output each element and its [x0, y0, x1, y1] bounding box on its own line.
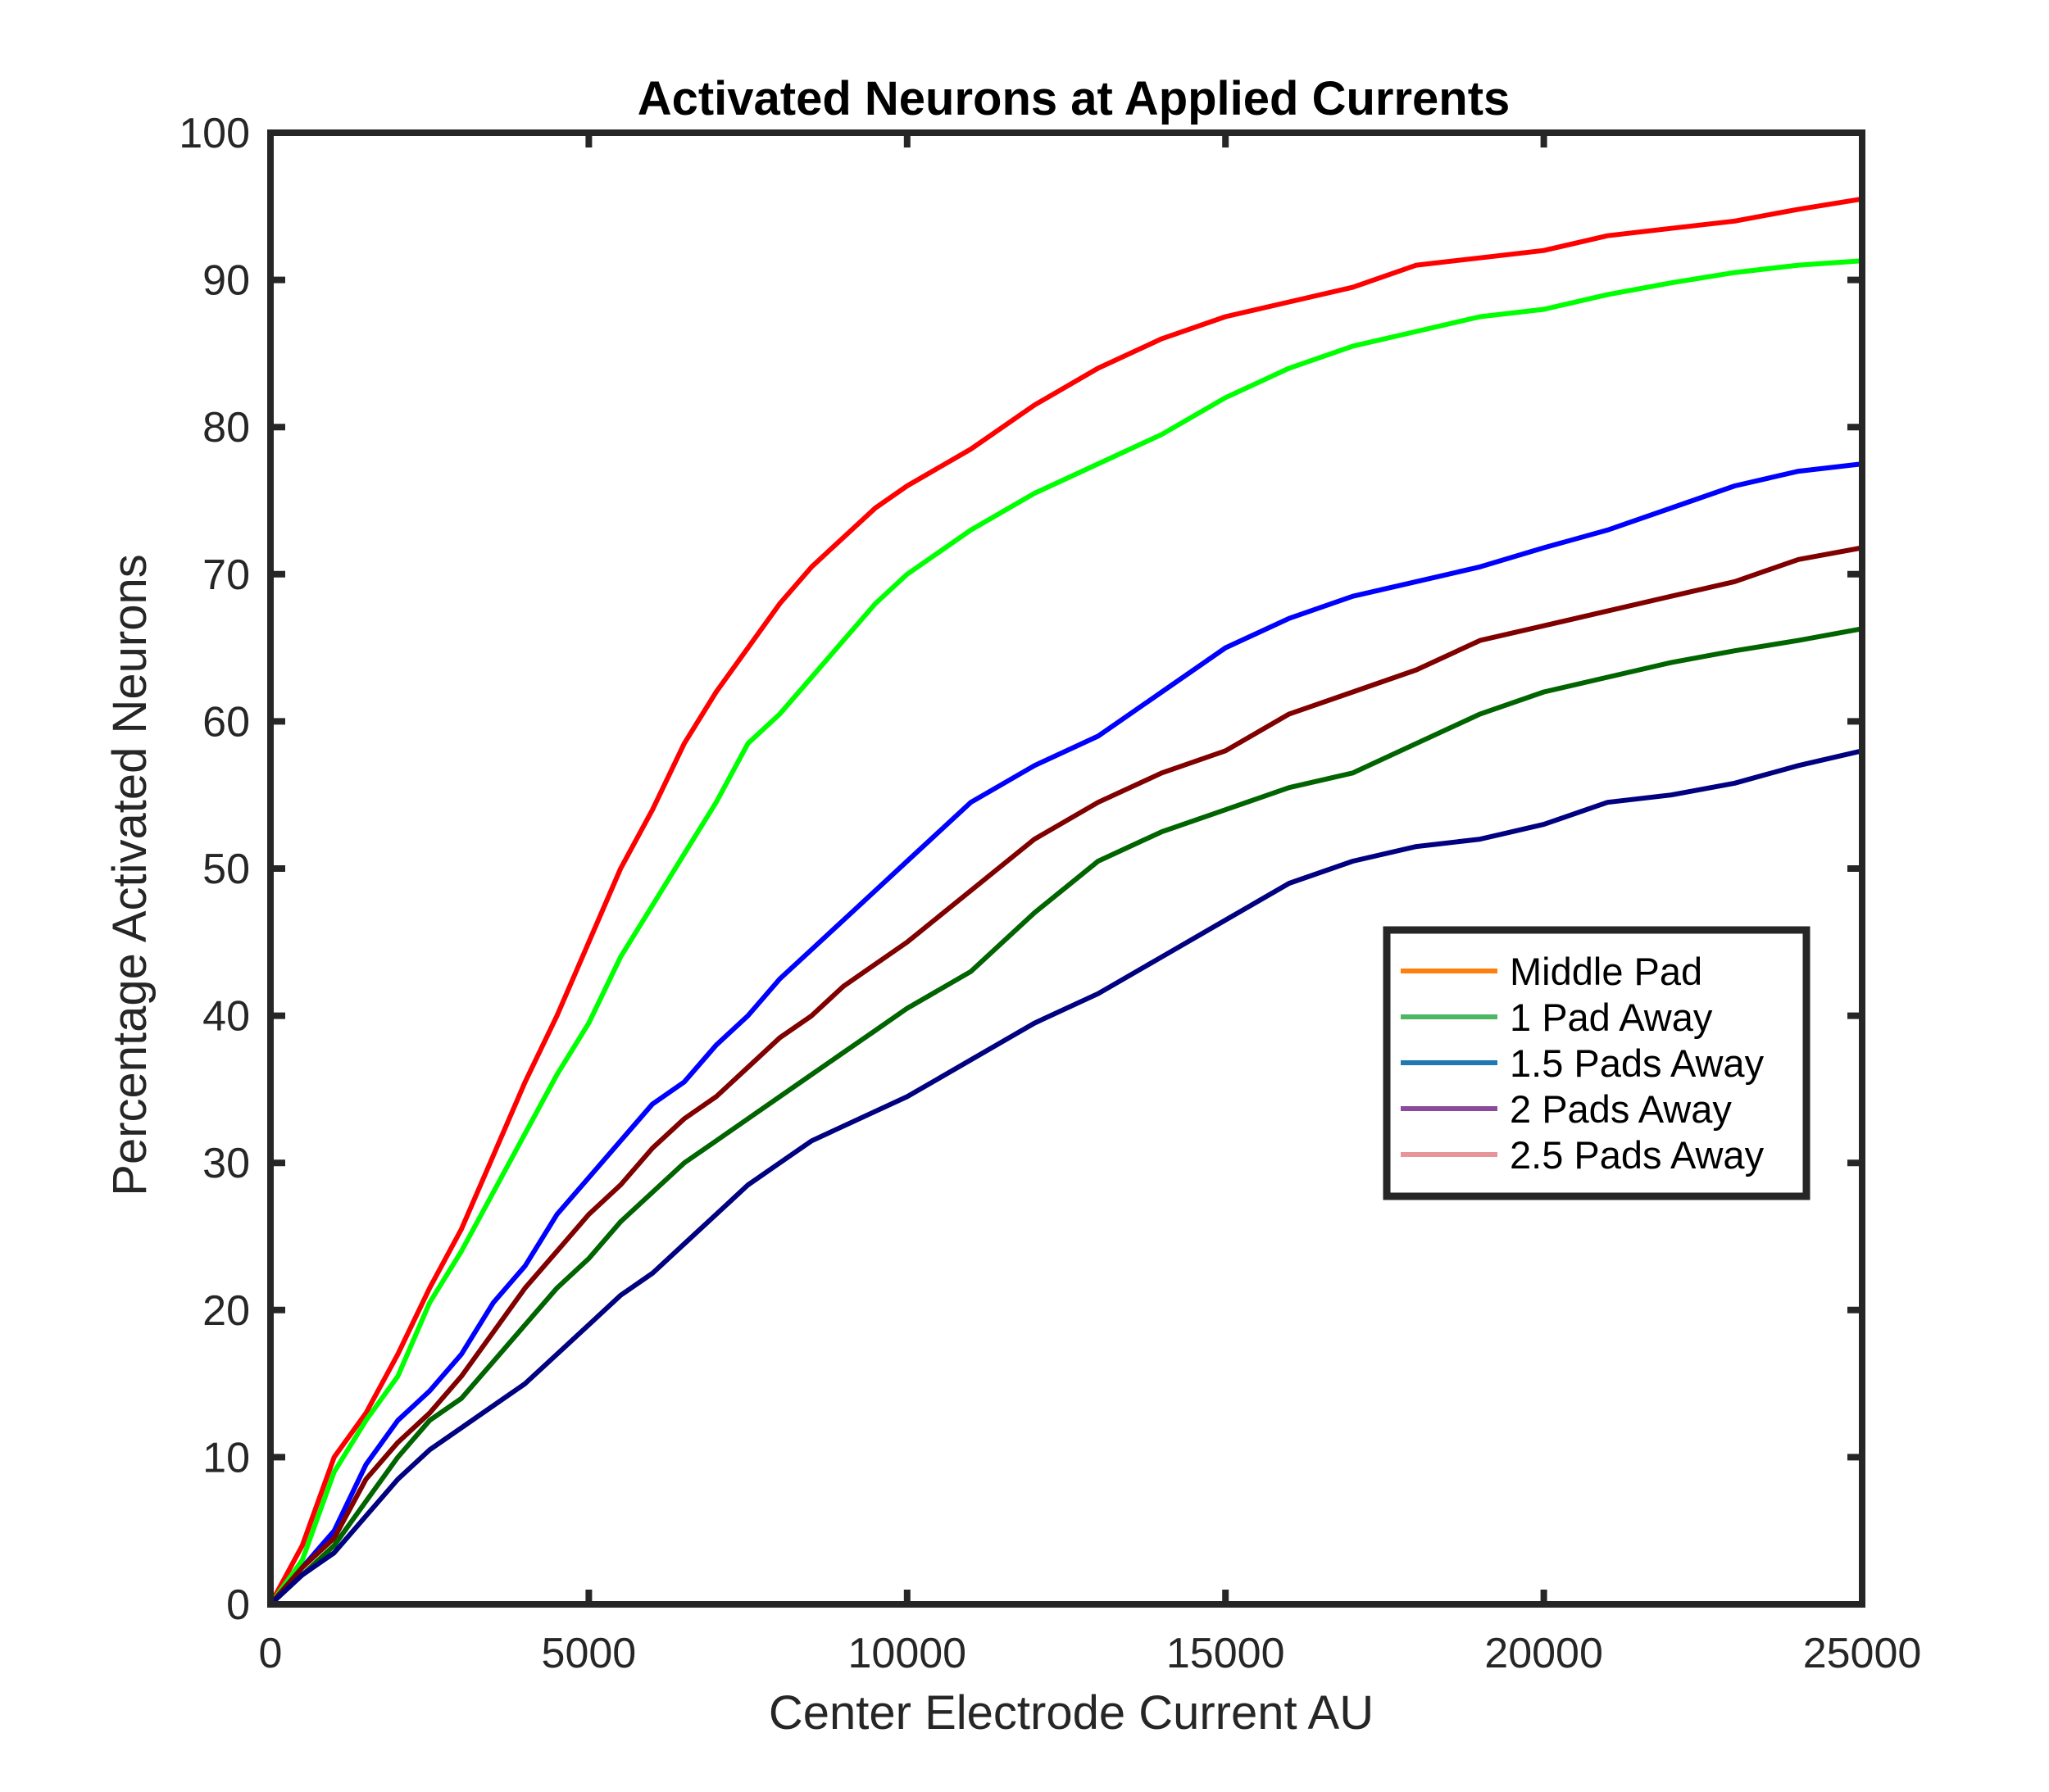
y-tick-label-90: 90 — [202, 257, 250, 305]
legend-label-3: 1.5 Pads Away — [1510, 1041, 1765, 1085]
x-axis-label: Center Electrode Current AU — [769, 1686, 1374, 1740]
chart-title: Activated Neurons at Applied Currents — [638, 72, 1511, 125]
y-tick-label-100: 100 — [179, 110, 250, 157]
series-line-6 — [268, 748, 1865, 1607]
x-tick-label-5000: 5000 — [542, 1630, 637, 1677]
y-tick-label-10: 10 — [202, 1434, 250, 1481]
axes-frame — [267, 129, 1865, 1608]
y-tick-label-80: 80 — [202, 404, 250, 451]
y-axis-label: Percentage Activated Neurons — [103, 554, 157, 1195]
x-tick-label-20000: 20000 — [1484, 1630, 1603, 1677]
x-tick-label-15000: 15000 — [1166, 1630, 1285, 1677]
y-tick-label-40: 40 — [202, 993, 250, 1041]
y-tick-label-20: 20 — [202, 1287, 250, 1335]
x-tick-label-0: 0 — [259, 1630, 283, 1677]
legend-label-2: 1 Pad Away — [1510, 996, 1713, 1039]
y-tick-label-70: 70 — [202, 551, 250, 599]
y-tick-label-0: 0 — [226, 1581, 250, 1629]
series-line-3 — [268, 461, 1865, 1607]
legend-label-4: 2 Pads Away — [1510, 1087, 1732, 1131]
series-line-2 — [268, 258, 1865, 1607]
legend-label-1: Middle Pad — [1510, 950, 1702, 993]
y-tick-label-50: 50 — [202, 846, 250, 893]
x-tick-label-25000: 25000 — [1803, 1630, 1922, 1677]
legend-label-5: 2.5 Pads Away — [1510, 1133, 1765, 1177]
series-line-5 — [268, 626, 1865, 1607]
x-tick-label-10000: 10000 — [847, 1630, 966, 1677]
y-tick-label-60: 60 — [202, 698, 250, 746]
series-line-4 — [268, 545, 1865, 1607]
y-tick-label-30: 30 — [202, 1140, 250, 1187]
series-line-1 — [268, 196, 1865, 1607]
plot-area: 0 5000 10000 15000 20000 25000 0 10 20 30 40 50 60 70… — [179, 110, 1921, 1677]
